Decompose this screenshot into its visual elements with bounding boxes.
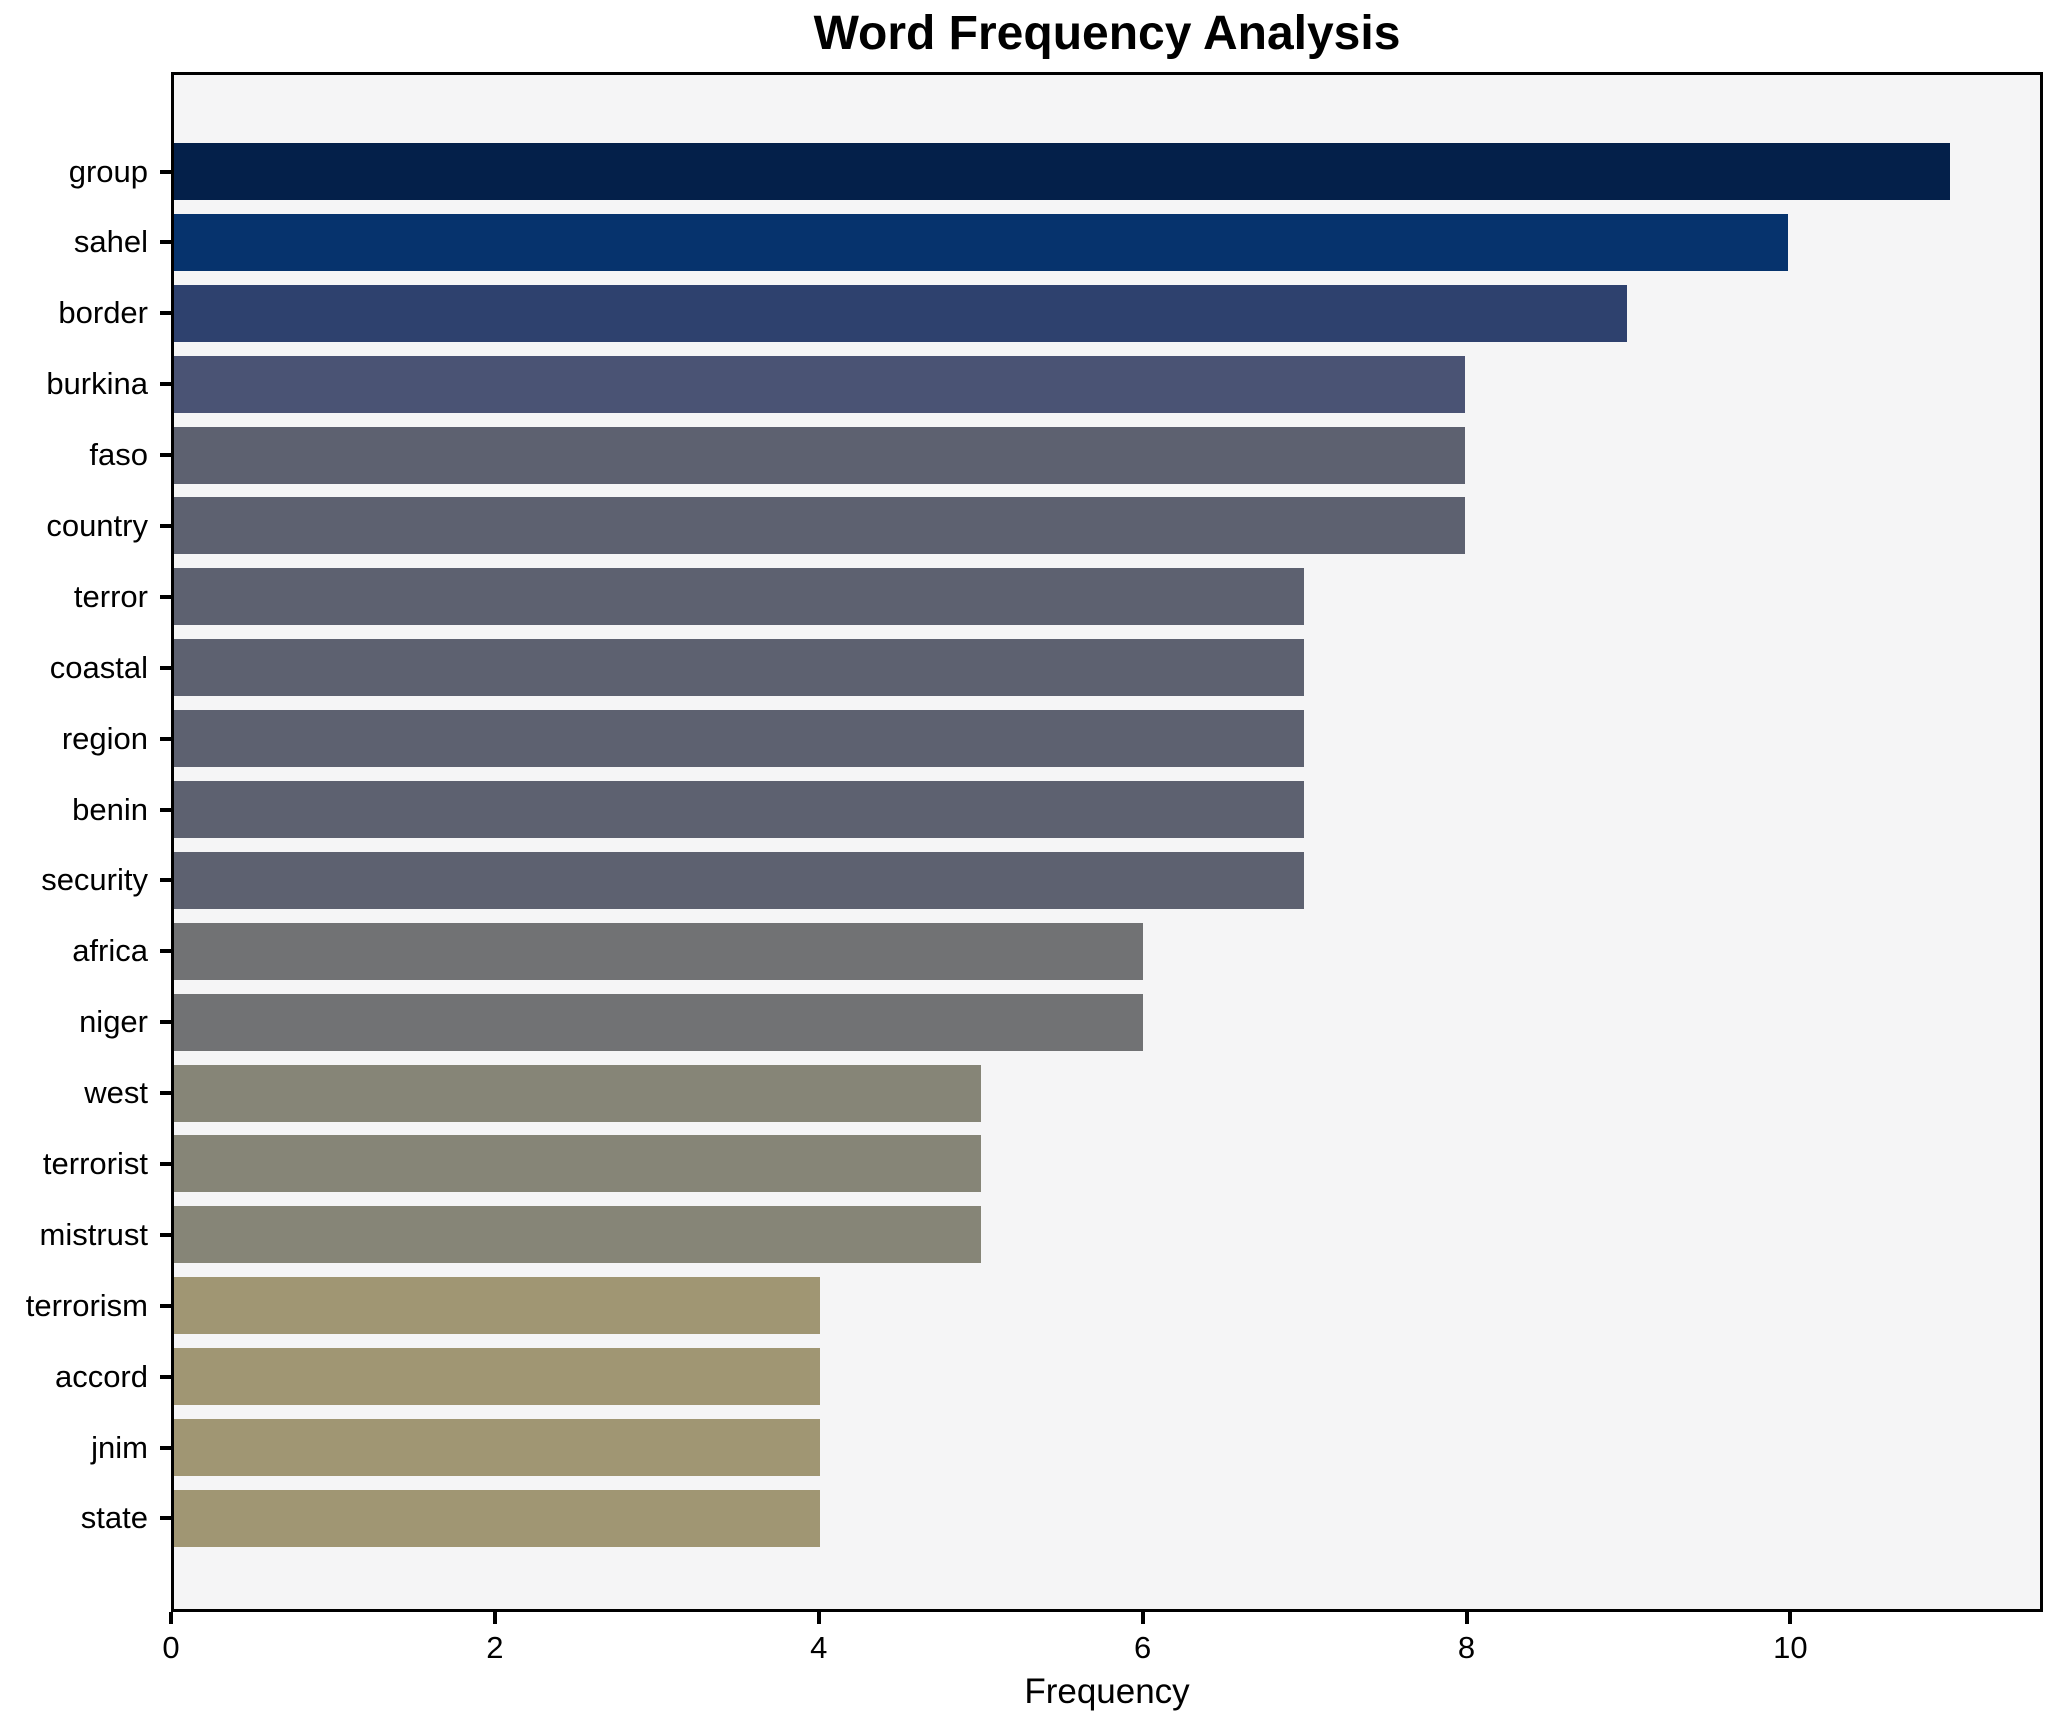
y-tick-mark [160, 453, 171, 458]
y-tick-mark [160, 878, 171, 883]
y-tick-mark [160, 1516, 171, 1521]
bar-row: country [46, 497, 2040, 555]
y-tick-label-benin: benin [72, 791, 148, 827]
plot-area: group sahel border burkina faso country terror… [26, 72, 2043, 1612]
x-tick-label-4: 4 [810, 1630, 828, 1665]
bar-row: faso [89, 426, 2040, 484]
frequency-bar-security [174, 851, 1304, 909]
bars-container: group sahel border burkina faso country terror… [26, 75, 2040, 1609]
x-tick-label-8: 8 [1457, 1630, 1476, 1665]
x-tick-label-0: 0 [162, 1630, 180, 1665]
x-tick-mark [169, 1612, 173, 1624]
bar-row: group [69, 143, 2040, 200]
y-tick-label-niger: niger [79, 1004, 148, 1040]
frequency-bar-africa [174, 922, 1143, 980]
y-tick-label-africa: africa [72, 933, 148, 969]
frequency-bar-accord [174, 1348, 820, 1406]
frequency-bar-jnim [174, 1419, 820, 1477]
y-tick-label-sahel: sahel [73, 224, 148, 260]
y-tick-mark [160, 807, 171, 812]
frequency-bar-terrorism [174, 1277, 820, 1335]
x-tick-label-6: 6 [1134, 1630, 1152, 1665]
x-tick-mark [1140, 1612, 1145, 1624]
bar-row: niger [79, 993, 2040, 1051]
y-tick-mark [160, 1374, 171, 1379]
x-axis-label: Frequency [1024, 1672, 1190, 1711]
y-tick-mark [160, 594, 171, 599]
bar-row: terror [74, 568, 2040, 626]
frequency-bar-terrorist [174, 1135, 982, 1193]
x-tick-mark [1464, 1612, 1469, 1624]
y-tick-mark [160, 1303, 171, 1308]
y-tick-label-west: west [84, 1075, 148, 1111]
y-tick-mark [160, 1161, 171, 1166]
y-tick-mark [160, 311, 171, 316]
y-tick-label-region: region [61, 720, 148, 756]
bar-row: accord [55, 1348, 2040, 1406]
y-tick-mark [160, 1232, 171, 1237]
y-tick-label-terror: terror [73, 578, 148, 614]
frequency-bar-burkina [174, 355, 1466, 413]
frequency-bar-sahel [174, 213, 1789, 271]
frequency-bar-state [174, 1489, 820, 1547]
bar-row: border [58, 284, 2040, 342]
y-tick-label-accord: accord [54, 1358, 148, 1394]
y-tick-mark [160, 523, 171, 528]
y-tick-label-state: state [80, 1500, 148, 1536]
bar-row: west [84, 1064, 2040, 1122]
x-tick-label-2: 2 [486, 1630, 504, 1665]
chart-title: Word Frequency Analysis [813, 7, 1401, 60]
bar-row: burkina [46, 355, 2040, 413]
y-tick-mark [160, 240, 171, 245]
y-tick-mark [160, 169, 171, 174]
frequency-bar-faso [174, 426, 1466, 484]
x-tick-mark [816, 1612, 821, 1624]
bar-row: state [81, 1489, 2040, 1547]
bar-row: security [41, 851, 2040, 909]
frequency-bar-country [174, 497, 1466, 555]
y-tick-label-country: country [46, 507, 148, 543]
frequency-bar-region [174, 710, 1304, 768]
y-tick-label-terrorist: terrorist [42, 1145, 148, 1181]
bar-row: benin [72, 781, 2040, 839]
x-tick-mark [1788, 1612, 1793, 1624]
y-tick-mark [160, 665, 171, 670]
y-tick-mark [160, 1445, 171, 1450]
y-tick-mark [160, 1091, 171, 1096]
x-tick-mark [492, 1612, 497, 1624]
y-tick-label-jnim: jnim [91, 1429, 148, 1465]
y-tick-label-burkina: burkina [46, 366, 148, 402]
y-tick-mark [160, 736, 171, 741]
bar-row: mistrust [40, 1206, 2040, 1264]
x-tick-label-10: 10 [1773, 1630, 1808, 1665]
frequency-bar-terror [174, 568, 1304, 626]
y-tick-label-security: security [41, 862, 148, 898]
bar-row: terrorist [43, 1135, 2040, 1193]
bar-row: coastal [50, 639, 2040, 697]
frequency-bar-coastal [174, 639, 1304, 697]
y-tick-mark [160, 949, 171, 954]
bar-row: region [62, 710, 2040, 768]
y-tick-mark [160, 1020, 171, 1025]
frequency-bar-niger [174, 993, 1143, 1051]
y-tick-mark [160, 382, 171, 387]
y-tick-label-mistrust: mistrust [39, 1216, 149, 1252]
bar-row: jnim [91, 1419, 2040, 1477]
y-tick-label-coastal: coastal [49, 649, 148, 685]
frequency-bar-west [174, 1064, 982, 1122]
y-tick-label-faso: faso [89, 437, 148, 473]
bar-row: terrorism [26, 1277, 2040, 1335]
y-tick-label-group: group [68, 153, 148, 189]
frequency-bar-mistrust [174, 1206, 982, 1264]
frequency-bar-benin [174, 781, 1304, 839]
y-tick-label-terrorism: terrorism [25, 1287, 148, 1323]
x-axis: 0 2 4 6 8 10 [162, 1612, 2043, 1676]
y-tick-label-border: border [58, 295, 148, 331]
frequency-bar-border [174, 284, 1627, 342]
bar-row: sahel [74, 213, 2040, 271]
frequency-bar-group [174, 143, 1950, 200]
bar-row: africa [72, 922, 2040, 980]
